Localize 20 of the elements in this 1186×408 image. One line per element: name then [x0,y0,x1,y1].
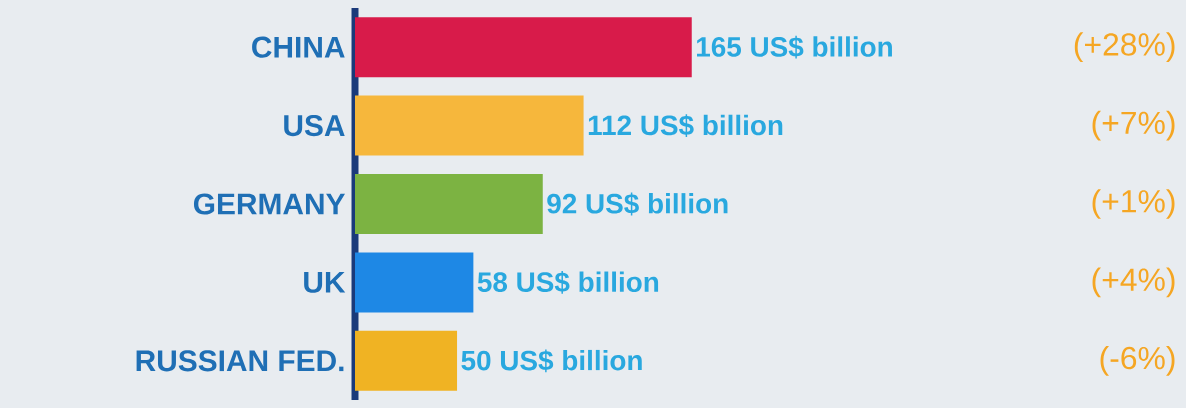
data-label: 165 US$ billion [697,35,892,59]
data-label: 58 US$ billion [477,271,659,294]
text: (+1%) [1092,189,1175,219]
y-tick-label: UK [304,271,346,293]
data-label: 112 US$ billion [588,114,783,137]
bar [355,330,458,391]
bar [355,95,584,156]
text: (-6%) [1100,345,1175,376]
data-label: 50 US$ billion [461,349,642,373]
text: (+4%) [1092,267,1175,298]
bar [355,174,543,235]
text: (+28%) [1074,32,1175,63]
y-tick-label: CHINA [252,36,345,58]
bar [355,17,692,78]
y-tick-label: RUSSIAN FED. [136,350,344,372]
y-tick-label: GERMANY [193,193,346,215]
bar [355,252,474,313]
text: (+7%) [1092,110,1175,141]
data-label: 92 US$ billion [547,192,728,216]
y-tick-label: USA [284,115,345,137]
